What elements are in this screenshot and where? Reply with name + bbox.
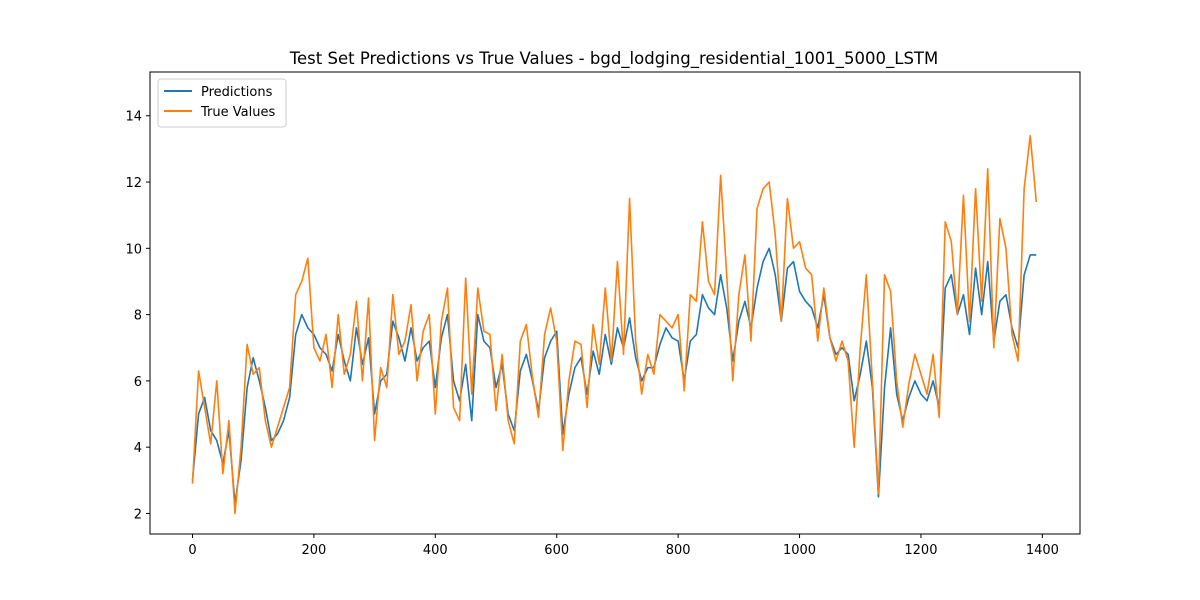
series-line-true-values (191, 134, 1038, 515)
y-tick-label: 12 (125, 176, 142, 191)
x-tick-label: 600 (544, 543, 569, 558)
y-tick-label: 2 (134, 507, 142, 522)
y-tick-label: 10 (125, 242, 142, 257)
plot-frame (149, 71, 1081, 535)
x-tick-label: 200 (301, 543, 326, 558)
plot-lines (191, 134, 1038, 515)
legend-label: Predictions (201, 85, 273, 100)
series-line-predictions (191, 247, 1037, 505)
x-tick-label: 1400 (1026, 543, 1059, 558)
x-tick-label: 400 (423, 543, 448, 558)
x-tick-label: 1000 (783, 543, 816, 558)
x-axis: 0 200 400 600 800 1000 1200 1400 (188, 534, 1059, 558)
x-tick-label: 0 (188, 543, 196, 558)
y-tick-label: 4 (134, 441, 142, 456)
x-tick-label: 800 (666, 543, 691, 558)
y-tick-label: 14 (125, 110, 142, 125)
y-tick-label: 8 (134, 309, 142, 324)
legend-label: True Values (200, 105, 275, 120)
x-tick-label: 1200 (904, 543, 937, 558)
y-axis: 2 4 6 8 10 12 14 (125, 110, 150, 522)
chart-title: Test Set Predictions vs True Values - bg… (289, 49, 939, 69)
legend: Predictions True Values (157, 78, 287, 128)
y-tick-label: 6 (134, 375, 142, 390)
